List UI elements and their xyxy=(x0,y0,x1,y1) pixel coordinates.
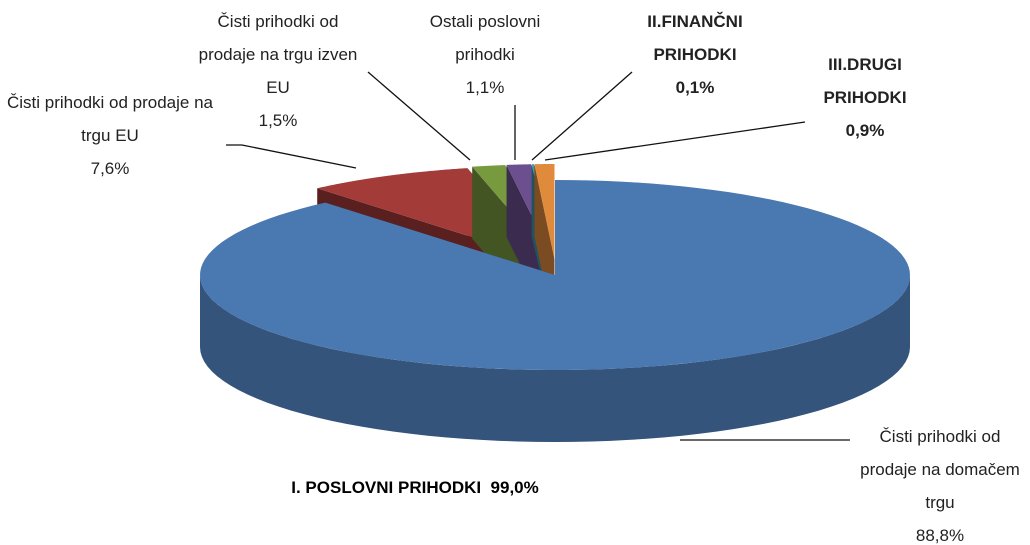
data-label: Čisti prihodki od prodaje na trgu EU 7,6% xyxy=(3,86,218,185)
data-label: Ostali poslovni prihodki 1,1% xyxy=(410,5,560,104)
category-label: Čisti prihodki od prodaje na domačem trg… xyxy=(860,427,1020,512)
leader-lines xyxy=(226,71,850,441)
leader-line xyxy=(226,144,357,169)
value-label: 0,1% xyxy=(675,78,715,97)
slices xyxy=(200,164,910,442)
value-label: 0,9% xyxy=(845,121,885,140)
annotation: I. POSLOVNI PRIHODKI 99,0% xyxy=(291,478,539,497)
data-label: Čisti prihodki od prodaje na domačem trg… xyxy=(850,420,1030,545)
category-label: III.DRUGI PRIHODKI xyxy=(823,55,907,107)
slice xyxy=(534,164,555,260)
leader-line xyxy=(367,71,471,161)
data-label: Čisti prihodki od prodaje na trgu izven … xyxy=(191,5,366,137)
value-label: 1,5% xyxy=(258,111,298,130)
slice-wall xyxy=(200,275,910,442)
leader-line xyxy=(544,121,806,161)
value-label: 1,1% xyxy=(465,78,505,97)
category-label: II.FINANČNI PRIHODKI xyxy=(647,12,743,64)
category-label: Čisti prihodki od prodaje na trgu EU xyxy=(6,93,213,145)
value-label: 88,8% xyxy=(915,526,965,545)
category-label: Ostali poslovni prihodki xyxy=(429,12,541,64)
slice xyxy=(200,180,910,370)
data-label: III.DRUGI PRIHODKI 0,9% xyxy=(805,48,925,147)
data-label: II.FINANČNI PRIHODKI 0,1% xyxy=(630,5,760,104)
category-label: Čisti prihodki od prodaje na trgu izven … xyxy=(198,12,358,97)
value-label: 7,6% xyxy=(90,159,130,178)
leader-line xyxy=(531,71,633,161)
